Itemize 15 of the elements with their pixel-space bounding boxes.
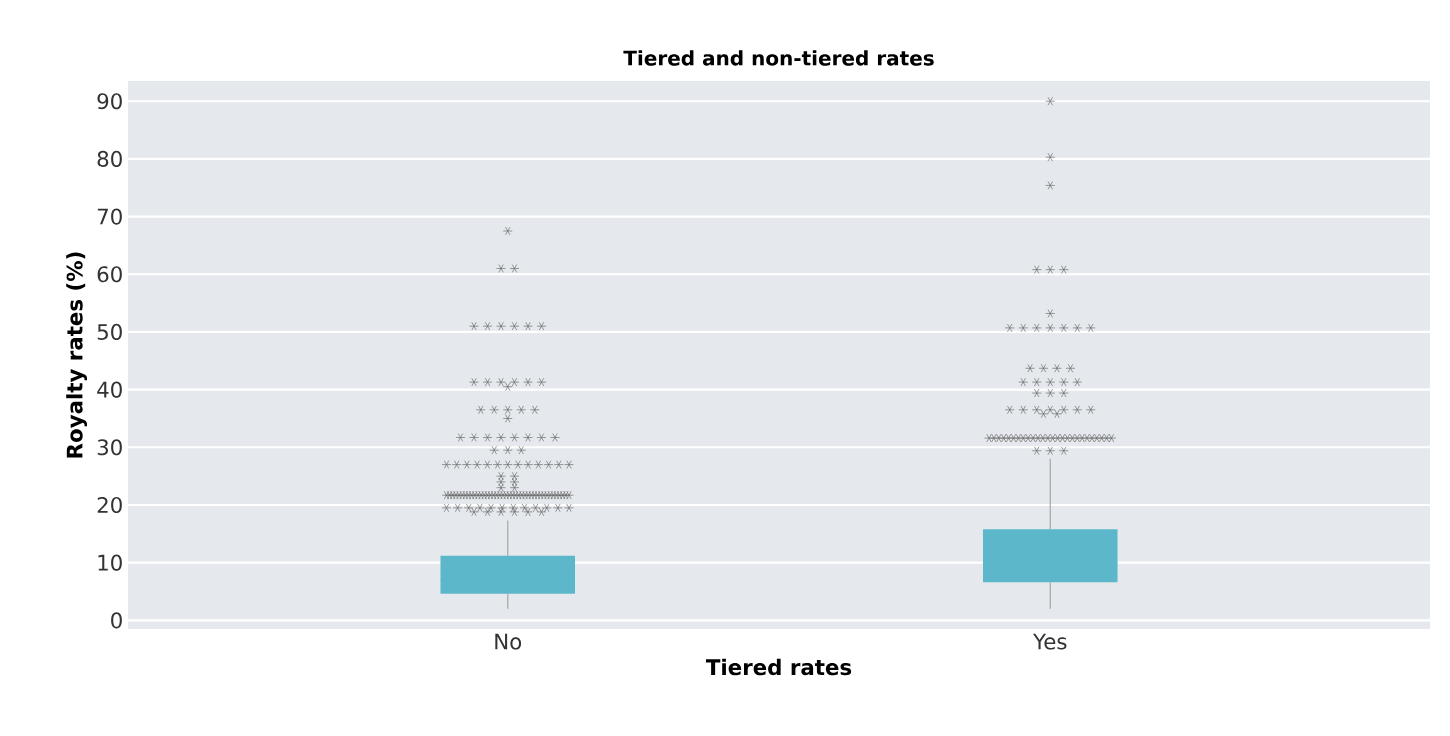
y-tick-label: 40 bbox=[97, 381, 122, 398]
x-tick-label: Yes bbox=[1033, 633, 1067, 650]
y-axis-title: Royalty rates (%) bbox=[66, 252, 87, 458]
y-tick-label: 70 bbox=[97, 208, 122, 225]
chart-title: Tiered and non-tiered rates bbox=[623, 50, 934, 66]
y-tick-label: 30 bbox=[97, 439, 122, 456]
y-tick-label: 20 bbox=[97, 496, 122, 514]
y-tick-label: 10 bbox=[98, 554, 122, 571]
y-tick-label: 90 bbox=[97, 93, 122, 110]
x-axis-title: Tiered rates bbox=[705, 658, 852, 676]
y-tick-label: 0 bbox=[111, 612, 122, 629]
x-tick-label: No bbox=[495, 633, 522, 650]
y-tick-label: 80 bbox=[97, 150, 122, 167]
y-tick-label: 60 bbox=[97, 266, 122, 283]
y-tick-label: 50 bbox=[97, 323, 122, 340]
